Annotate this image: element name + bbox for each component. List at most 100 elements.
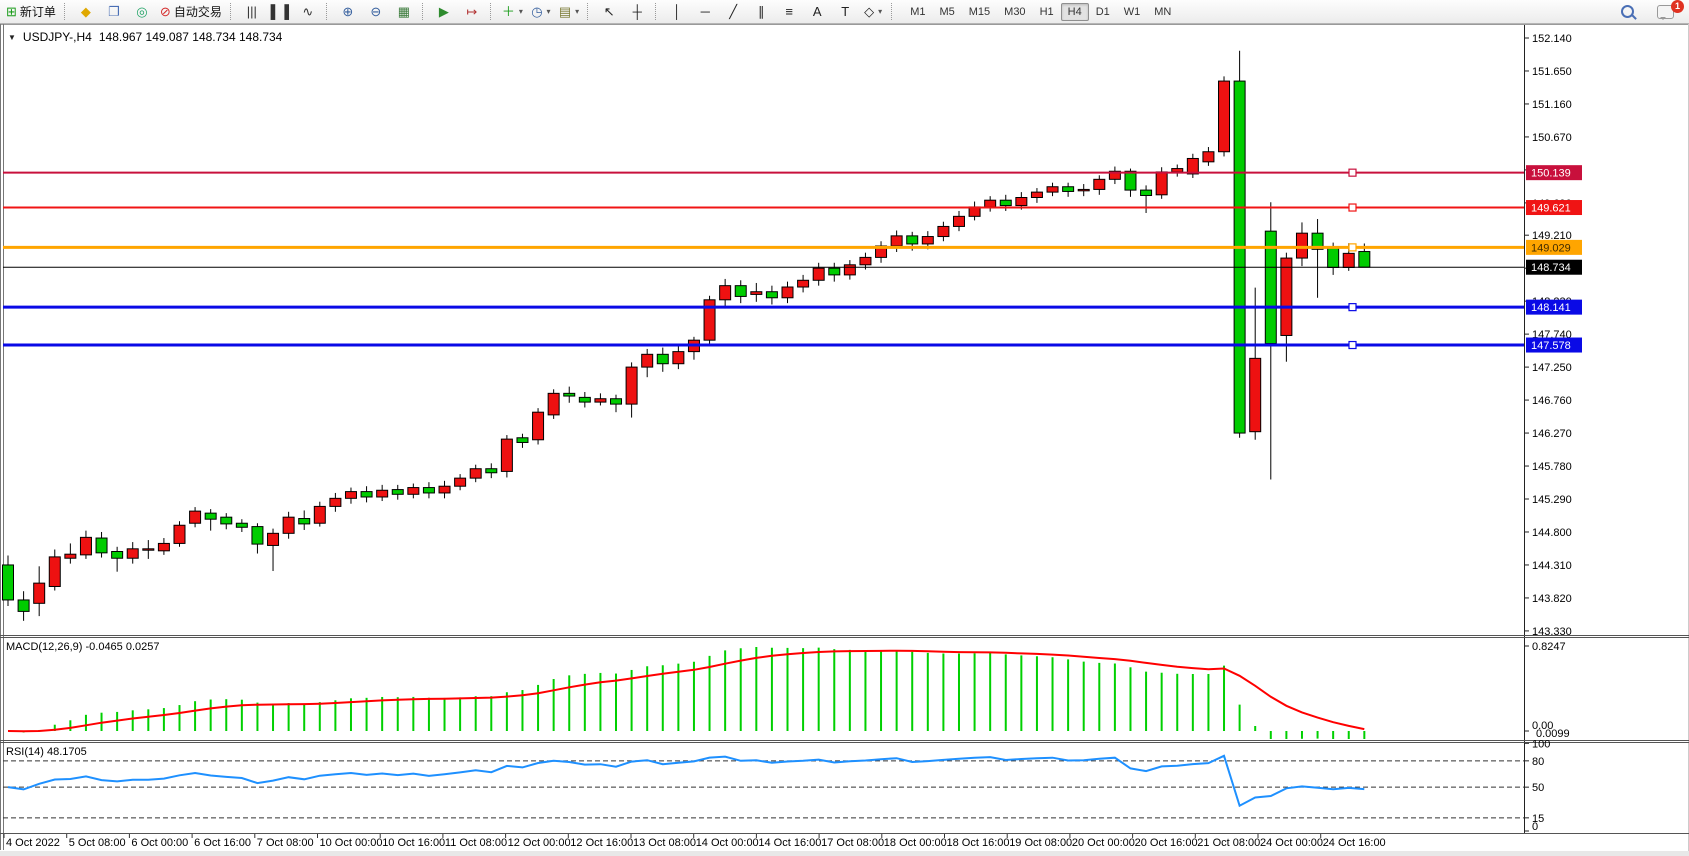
- candle: [1140, 189, 1153, 196]
- time-axis-label: 13 Oct 08:00: [633, 837, 696, 849]
- toolbar-separator: [229, 3, 234, 20]
- chart-title[interactable]: ▼ USDJPY-,H4 148.967 149.087 148.734 148…: [8, 30, 282, 44]
- candle: [64, 553, 77, 559]
- price-axis-label: 143.820: [1532, 593, 1572, 605]
- periods-icon: ◷: [531, 3, 543, 19]
- candle: [1327, 247, 1340, 268]
- zoom-in-icon: ⊕: [342, 3, 354, 19]
- horizontal-line-icon[interactable]: ─: [691, 1, 719, 23]
- price-axis-label: 149.210: [1532, 230, 1572, 242]
- candle: [422, 487, 435, 494]
- timeframe-m15[interactable]: M15: [968, 5, 991, 18]
- candles-chart-icon[interactable]: ▌▐: [266, 1, 294, 23]
- hline-handle[interactable]: [1348, 340, 1357, 350]
- hline-handle[interactable]: [1348, 203, 1357, 212]
- timeframe-group: M1 M5 M15 M30 H1 H4 D1 W1 MN: [903, 2, 1178, 21]
- candle: [937, 225, 950, 238]
- zoom-in-icon[interactable]: ⊕: [334, 1, 362, 23]
- label-icon[interactable]: T: [831, 1, 859, 23]
- price-label-chip: [1526, 259, 1582, 275]
- vertical-line-icon[interactable]: │: [663, 1, 691, 23]
- candle: [1202, 151, 1215, 163]
- search-button[interactable]: [1613, 1, 1641, 23]
- hline-handle[interactable]: [1348, 303, 1357, 312]
- candle: [329, 497, 342, 507]
- templates-button[interactable]: ▤ ▾: [555, 1, 583, 23]
- candle: [1171, 168, 1184, 173]
- timeframe-mn[interactable]: MN: [1154, 5, 1172, 18]
- timeframe-d1[interactable]: D1: [1095, 5, 1110, 18]
- candle: [500, 438, 513, 472]
- candle: [469, 468, 482, 479]
- candle: [563, 392, 576, 397]
- notifications-button[interactable]: 1: [1651, 0, 1684, 23]
- horizontal-line-icon: ─: [700, 3, 710, 19]
- rsi-line: [7, 754, 1365, 808]
- dropdown-caret-icon: ▾: [546, 7, 551, 16]
- time-axis-label: 10 Oct 00:00: [320, 837, 383, 849]
- bars-chart-icon[interactable]: |||: [238, 1, 266, 23]
- candle: [1030, 191, 1043, 199]
- fibonacci-icon: ≡: [785, 3, 793, 19]
- new-order-button[interactable]: ⊞ 新订单: [2, 1, 60, 23]
- arrows-button[interactable]: ◇ ▾: [859, 1, 887, 23]
- indicators-button[interactable]: ＋ ▾: [498, 1, 527, 23]
- timeframe-h4[interactable]: H4: [1060, 2, 1089, 21]
- chart-dropdown-icon[interactable]: ▼: [8, 33, 16, 42]
- market-watch-icon[interactable]: ◆: [72, 1, 100, 23]
- signals-icon[interactable]: ◎: [128, 1, 156, 23]
- time-axis-label: 6 Oct 16:00: [194, 837, 251, 849]
- price-axis-label: 151.160: [1532, 99, 1572, 111]
- search-icon: [1620, 5, 1634, 18]
- tile-windows-icon[interactable]: ▦: [390, 1, 418, 23]
- time-axis-label: 5 Oct 08:00: [69, 837, 126, 849]
- candle: [391, 489, 404, 495]
- vertical-line-icon: │: [673, 3, 682, 19]
- chart-window-icon: ❐: [108, 3, 120, 19]
- cursor-icon[interactable]: ↖: [595, 1, 623, 23]
- hline-handle[interactable]: [1348, 168, 1357, 177]
- autotrading-button-label: 自动交易: [173, 5, 222, 19]
- price-label-chip-text: 148.734: [1531, 262, 1571, 274]
- chart-window-icon[interactable]: ❐: [100, 1, 128, 23]
- line-chart-icon[interactable]: ∿: [294, 1, 322, 23]
- dropdown-caret-icon: ▾: [575, 7, 580, 16]
- candle: [750, 291, 763, 295]
- timeframe-m1[interactable]: M1: [910, 5, 926, 18]
- auto-scroll-icon[interactable]: ▶: [430, 1, 458, 23]
- rsi-value: 48.1705: [46, 746, 87, 758]
- toolbar-separator: [891, 3, 895, 20]
- periods-button[interactable]: ◷ ▾: [527, 1, 555, 23]
- chart-shift-icon[interactable]: ↦: [458, 1, 486, 23]
- timeframe-h1[interactable]: H1: [1039, 5, 1054, 18]
- crosshair-icon[interactable]: ┼: [623, 1, 651, 23]
- hline-handle[interactable]: [1348, 243, 1357, 252]
- candle: [625, 366, 638, 405]
- trendline-icon[interactable]: ╱: [719, 1, 747, 23]
- time-axis-label: 14 Oct 00:00: [696, 837, 759, 849]
- candle: [235, 522, 248, 528]
- price-axis-label: 144.310: [1532, 560, 1572, 572]
- candle: [547, 392, 560, 416]
- fibonacci-icon[interactable]: ≡: [775, 1, 803, 23]
- channel-icon[interactable]: ∥: [747, 1, 775, 23]
- label-icon: T: [841, 3, 850, 19]
- chart-canvas[interactable]: 152.140151.650151.160150.670150.180149.6…: [0, 24, 1689, 856]
- macd-values: -0.0465 0.0257: [85, 641, 160, 653]
- timeframe-w1[interactable]: W1: [1123, 5, 1141, 18]
- zoom-out-icon[interactable]: ⊖: [362, 1, 390, 23]
- candle: [1015, 197, 1028, 207]
- timeframe-m30[interactable]: M30: [1004, 5, 1026, 18]
- rsi-axis-label: 50: [1532, 782, 1544, 794]
- price-label-chip-text: 148.141: [1531, 302, 1571, 314]
- candle: [1124, 170, 1137, 191]
- text-icon[interactable]: A: [803, 1, 831, 23]
- toolbar-separator: [655, 3, 659, 20]
- time-axis-label: 20 Oct 16:00: [1135, 837, 1198, 849]
- timeframe-m5[interactable]: M5: [939, 5, 955, 18]
- autotrading-button[interactable]: ⊘ 自动交易: [156, 1, 226, 23]
- candle: [17, 599, 30, 612]
- toolbar: ⊞ 新订单 ◆ ❐ ◎ ⊘ 自动交易 ||| ▌▐ ∿ ⊕ ⊖ ▦ ▶ ↦ ＋ ▾ ◷ ▾ ▤ ▾ ↖ ┼ │ ─ ╱ ∥ ≡ A T ◇ ▾…: [0, 0, 1689, 24]
- dropdown-caret-icon: ▾: [518, 7, 523, 16]
- toolbar-right: 1: [1613, 0, 1687, 23]
